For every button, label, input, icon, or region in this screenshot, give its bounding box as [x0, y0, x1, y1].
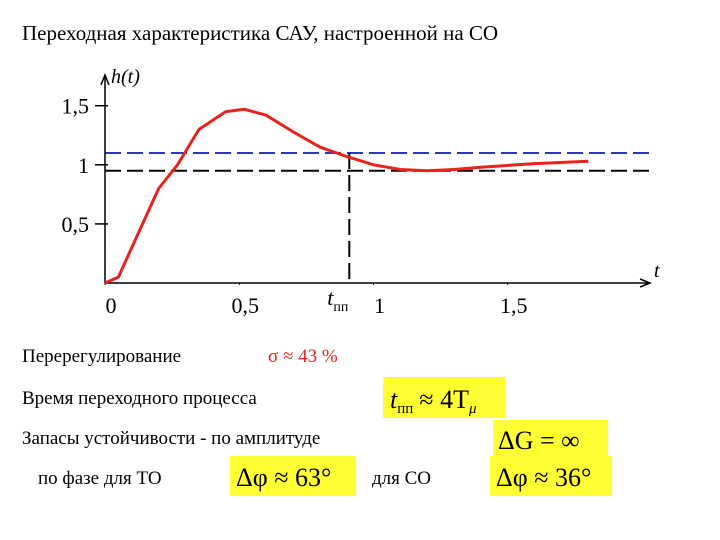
settling-formula: tпп ≈ 4Tμ: [390, 385, 477, 417]
highlight: [230, 456, 356, 496]
y-tick-label: 1: [78, 153, 89, 178]
y-tick-label: 1,5: [62, 94, 90, 119]
x-tick-label: 1: [374, 293, 385, 318]
settling-label: Время переходного процесса: [22, 388, 257, 409]
x-axis-label: t: [654, 260, 660, 282]
y-tick-label: 0,5: [62, 212, 90, 237]
x-tick-label: 0: [106, 293, 117, 318]
overshoot-label: Перерегулирование: [22, 346, 181, 367]
x-arrow: [639, 278, 653, 288]
highlight: [493, 420, 608, 458]
t: t: [390, 385, 398, 414]
rest: ≈ 4T: [419, 385, 469, 414]
t: t: [327, 285, 334, 310]
phase-so: Δφ ≈ 36°: [496, 463, 591, 492]
highlight: [490, 456, 612, 496]
sub2: μ: [468, 401, 477, 417]
phase-to: Δφ ≈ 63°: [236, 463, 331, 492]
sub: пп: [397, 401, 413, 417]
x-tick-label: 1,5: [500, 293, 528, 318]
margins-label: Запасы устойчивости - по амплитуде: [22, 428, 320, 449]
settling-label: tпп: [327, 285, 349, 315]
margins-formula: ΔG = ∞: [498, 426, 580, 455]
phase-label: по фазе для ТО: [38, 468, 162, 489]
highlight: [383, 377, 505, 418]
y-axis-label: h(t): [111, 66, 140, 88]
y-arrow: [100, 72, 110, 86]
sub: пп: [333, 300, 348, 315]
overshoot-formula: σ ≈ 43 %: [268, 346, 338, 367]
response-curve: [104, 107, 589, 285]
phase-so-label: для СО: [372, 468, 431, 489]
title: Переходная характеристика САУ, настроенн…: [22, 21, 498, 45]
x-tick-label: 0,5: [231, 293, 259, 318]
